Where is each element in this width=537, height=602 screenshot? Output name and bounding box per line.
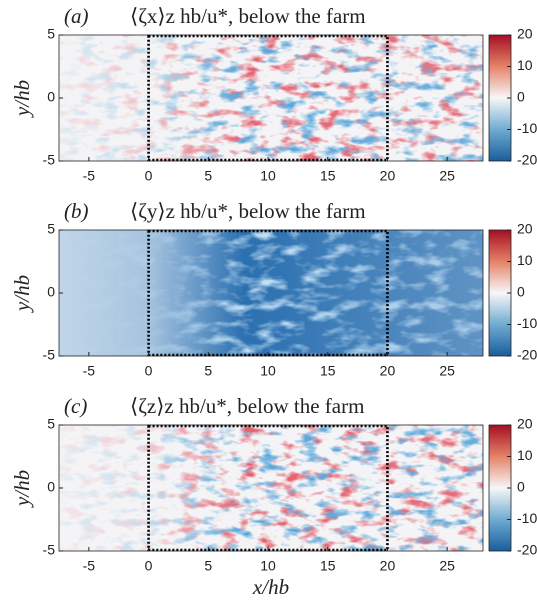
colorbar-tick-label: -20 — [517, 542, 537, 558]
field-blue — [59, 425, 483, 551]
colorbar-tick-label: -20 — [517, 347, 537, 363]
colorbar-tick-label: -20 — [517, 152, 537, 168]
colorbar-tick-label: -10 — [517, 315, 537, 331]
y-tick-label: 0 — [47, 89, 55, 105]
colorbar-tick-label: 10 — [517, 252, 533, 268]
x-axis-label: x/hb — [252, 575, 289, 599]
x-tick-label: 0 — [145, 168, 153, 184]
colorbar-tick-label: 20 — [517, 416, 533, 432]
y-axis-label: y/hb — [10, 470, 34, 508]
colorbar-tick-label: 0 — [517, 89, 525, 105]
colorbar-tick-label: -10 — [517, 510, 537, 526]
x-tick-label: -5 — [83, 558, 96, 574]
farm-region — [147, 229, 389, 357]
y-axis-label: y/hb — [10, 80, 34, 118]
x-tick-label: 0 — [145, 558, 153, 574]
panel-title: ⟨ζy⟩z hb/u*, below the farm — [130, 199, 366, 223]
y-tick-label: -5 — [43, 347, 56, 363]
colorbar-tick-label: 0 — [517, 479, 525, 495]
field-texture — [59, 425, 483, 551]
x-tick-label: 10 — [260, 558, 276, 574]
colorbar-tick-label: 20 — [517, 221, 533, 237]
x-tick-label: 20 — [380, 168, 396, 184]
panel-label: (c) — [64, 394, 87, 418]
colorbar-tick-label: 10 — [517, 447, 533, 463]
colorbar-tick-label: 20 — [517, 26, 533, 42]
x-tick-label: 25 — [439, 168, 455, 184]
y-tick-label: 5 — [47, 221, 55, 237]
y-tick-label: 0 — [47, 284, 55, 300]
x-tick-label: 5 — [204, 558, 212, 574]
y-tick-label: 0 — [47, 479, 55, 495]
x-tick-label: 10 — [260, 363, 276, 379]
x-tick-label: 25 — [439, 363, 455, 379]
y-tick-label: 5 — [47, 26, 55, 42]
field-blue — [59, 35, 483, 161]
farm-region — [147, 424, 389, 552]
x-tick-label: -5 — [83, 363, 96, 379]
y-tick-label: -5 — [43, 542, 56, 558]
x-tick-label: 0 — [145, 363, 153, 379]
y-tick-label: 5 — [47, 416, 55, 432]
colorbar-tick-label: -10 — [517, 120, 537, 136]
x-tick-label: 25 — [439, 558, 455, 574]
field-texture — [59, 35, 483, 161]
panel-label: (a) — [64, 4, 89, 28]
field-texture — [59, 230, 483, 356]
x-tick-label: 15 — [320, 168, 336, 184]
field-blue — [59, 230, 483, 356]
panel-label: (b) — [64, 199, 89, 223]
x-tick-label: 15 — [320, 558, 336, 574]
y-tick-label: -5 — [43, 152, 56, 168]
x-tick-label: 20 — [380, 558, 396, 574]
colorbar-tick-label: 0 — [517, 284, 525, 300]
panel-title: ⟨ζz⟩z hb/u*, below the farm — [130, 394, 364, 418]
x-tick-label: 20 — [380, 363, 396, 379]
x-tick-label: -5 — [83, 168, 96, 184]
x-tick-label: 15 — [320, 363, 336, 379]
panel-title: ⟨ζx⟩z hb/u*, below the farm — [130, 4, 366, 28]
x-tick-label: 5 — [204, 168, 212, 184]
x-tick-label: 5 — [204, 363, 212, 379]
y-axis-label: y/hb — [10, 275, 34, 313]
farm-region — [147, 34, 389, 162]
x-tick-label: 10 — [260, 168, 276, 184]
colorbar-tick-label: 10 — [517, 57, 533, 73]
